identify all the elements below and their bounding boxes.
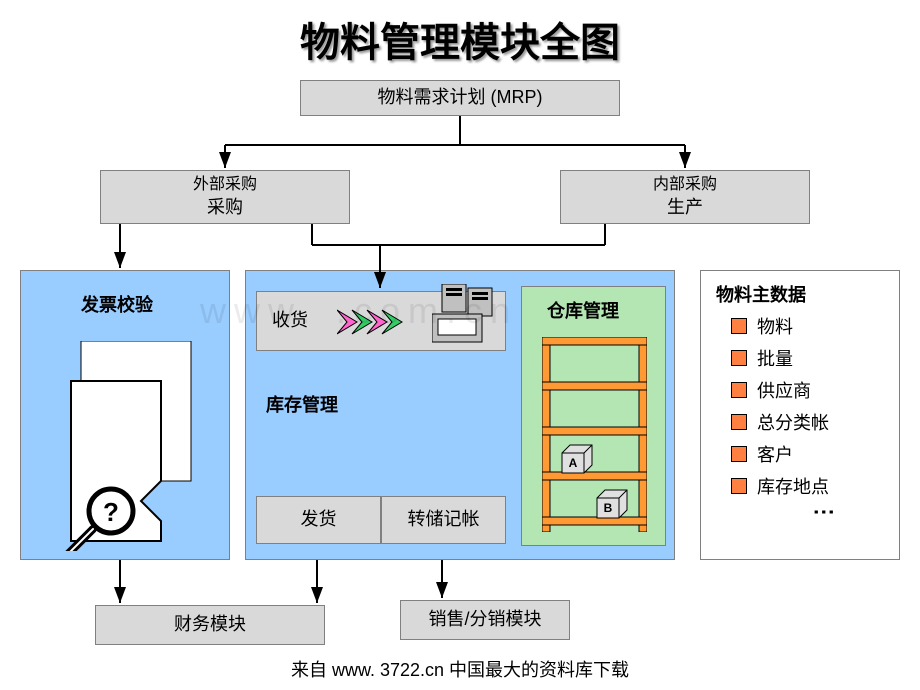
box-external-top: 外部采购 [193,175,257,196]
box-finance: 财务模块 [95,605,325,645]
document-icon: ? [61,341,211,551]
list-item: 库存地点 [731,473,829,499]
box-sales: 销售/分销模块 [400,600,570,640]
box-external: 外部采购 采购 [100,170,350,224]
box-mrp: 物料需求计划 (MRP) [300,80,620,116]
box-internal-top: 内部采购 [653,175,717,196]
svg-text:A: A [569,456,578,470]
page-title: 物料管理模块全图 [0,10,920,68]
list-item: 物料 [731,313,829,339]
arrows-icon [337,300,427,344]
footer-text: 来自 www. 3722.cn 中国最大的资料库下载 [0,656,920,682]
ellipsis-icon: ⋮ [811,501,837,519]
bullet-icon [731,382,747,398]
box-external-bottom: 采购 [207,196,243,219]
svg-text:B: B [604,501,613,515]
bullet-icon [731,350,747,366]
box-issue: 发货 [256,496,381,544]
panel-inventory-label: 库存管理 [266,391,338,417]
bullet-icon [731,478,747,494]
box-internal: 内部采购 生产 [560,170,810,224]
bullet-icon [731,446,747,462]
list-item: 供应商 [731,377,829,403]
list-item: 客户 [731,441,829,467]
box-finance-label: 财务模块 [174,613,246,636]
box-receive: 收货 [256,291,506,351]
list-item: 批量 [731,345,829,371]
panel-warehouse: 仓库管理 A B [521,286,666,546]
computer-icon [432,284,502,344]
panel-master-label: 物料主数据 [716,281,806,307]
bullet-icon [731,414,747,430]
svg-text:?: ? [103,497,119,527]
box-transfer: 转储记帐 [381,496,506,544]
panel-inventory: 库存管理 收货 发货 转储记帐 仓库管理 [245,270,675,560]
list-item: 总分类帐 [731,409,829,435]
panel-invoice: 发票校验 ? [20,270,230,560]
box-mrp-label: 物料需求计划 (MRP) [378,86,543,109]
master-list: 物料 批量 供应商 总分类帐 客户 库存地点 [731,313,829,505]
box-receive-label: 收货 [272,309,308,332]
box-internal-bottom: 生产 [667,196,703,219]
shelf-icon: A B [542,337,647,532]
box-transfer-label: 转储记帐 [408,508,480,531]
box-issue-label: 发货 [301,508,337,531]
panel-warehouse-label: 仓库管理 [547,297,619,323]
bullet-icon [731,318,747,334]
panel-invoice-label: 发票校验 [81,291,153,317]
panel-master: 物料主数据 物料 批量 供应商 总分类帐 客户 库存地点 ⋮ [700,270,900,560]
box-sales-label: 销售/分销模块 [428,608,541,631]
